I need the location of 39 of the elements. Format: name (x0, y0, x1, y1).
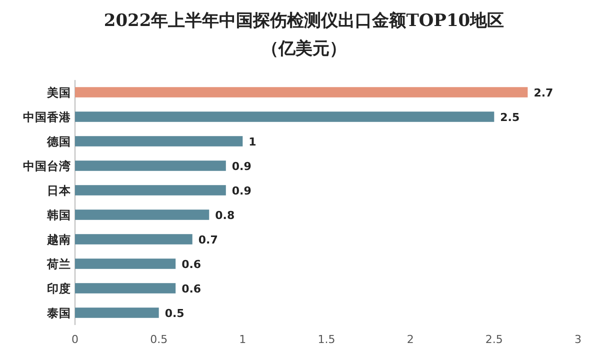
data-label: 2.7 (534, 86, 554, 100)
bar (75, 87, 528, 98)
x-tick-label: 2.5 (485, 333, 503, 346)
y-tick-label: 德国 (46, 134, 71, 148)
data-label: 0.5 (164, 306, 184, 320)
bar (75, 308, 159, 318)
x-tick-label: 2 (406, 333, 414, 346)
data-label: 0.9 (232, 184, 252, 198)
bar (75, 258, 176, 269)
data-label: 0.9 (232, 160, 252, 173)
y-tick-label: 印度 (47, 281, 71, 296)
y-tick-label: 韩国 (46, 208, 71, 222)
y-tick-label: 中国台湾 (23, 158, 71, 173)
y-tick-label: 荷兰 (46, 256, 71, 271)
data-label: 0.6 (182, 258, 202, 271)
x-tick-label: 0.5 (150, 333, 168, 346)
bar (75, 210, 210, 220)
bar (75, 234, 192, 244)
x-tick-label: 1 (239, 333, 246, 346)
y-tick-label: 越南 (46, 232, 71, 246)
bar (75, 136, 243, 146)
data-label: 0.6 (182, 282, 202, 296)
bar (75, 185, 226, 196)
bar (75, 160, 226, 171)
x-tick-label: 3 (574, 333, 582, 346)
y-tick-label: 中国香港 (23, 110, 72, 124)
data-label: 0.7 (198, 233, 218, 246)
data-label: 2.5 (500, 110, 520, 124)
bar (75, 283, 176, 294)
chart-title: 2022年上半年中国探伤检测仪出口金额TOP10地区 (104, 11, 504, 31)
x-tick-label: 1.5 (318, 333, 336, 346)
bar (75, 112, 494, 122)
chart-subtitle: （亿美元） (262, 39, 346, 59)
y-tick-label: 美国 (46, 85, 71, 100)
y-tick-label: 日本 (47, 183, 72, 198)
x-tick-label: 0 (72, 333, 78, 346)
data-label: 0.8 (215, 208, 235, 222)
data-label: 1 (248, 135, 256, 148)
y-tick-label: 泰国 (46, 306, 71, 320)
